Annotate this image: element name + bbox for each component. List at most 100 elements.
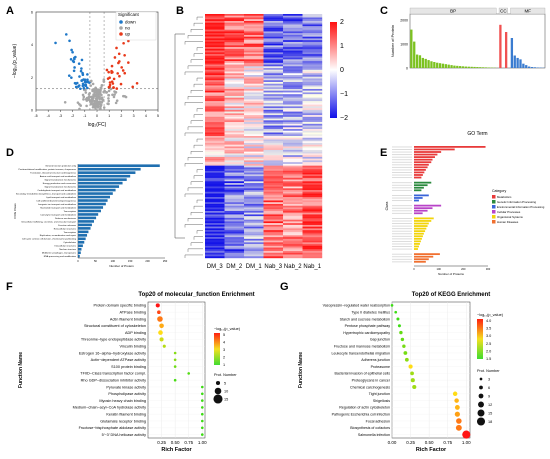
data-point: [107, 71, 110, 74]
heatmap-cell: [225, 153, 245, 155]
heatmap-cell: [264, 187, 284, 189]
heatmap-cell: [283, 28, 303, 30]
heatmap-cell: [264, 178, 284, 180]
x-tick-label: 1: [108, 114, 110, 118]
cog-bar: [78, 251, 81, 254]
heatmap-cell: [283, 58, 303, 60]
heatmap-cell: [225, 174, 245, 176]
heatmap-cell: [225, 54, 245, 56]
class-label-placeholder: [392, 246, 412, 247]
heatmap-cell: [225, 197, 245, 199]
cog-bar: [78, 255, 80, 258]
heatmap-cell: [205, 227, 225, 229]
legend-label: Cellular Processes: [497, 210, 521, 214]
heatmap-cell: [303, 63, 323, 65]
dendrogram-branch: [197, 200, 203, 203]
dendrogram-branch: [185, 41, 203, 44]
go-bar: [422, 58, 424, 68]
heatmap-cell: [225, 126, 245, 128]
x-tick-label: 300: [486, 267, 491, 271]
data-point: [82, 73, 85, 76]
category-label: Nuclear structure: [59, 248, 76, 251]
data-point: [81, 59, 84, 62]
class-label-placeholder: [392, 167, 412, 168]
x-tick-label: 150: [128, 259, 133, 263]
y-tick-label: 6: [31, 11, 33, 15]
heatmap-cell: [225, 148, 245, 150]
heatmap-cell: [205, 237, 225, 239]
heatmap-cell: [264, 82, 284, 84]
heatmap-cell: [205, 216, 225, 218]
heatmap-cell: [225, 105, 245, 107]
class-bar: [414, 151, 441, 153]
heatmap-cell: [225, 176, 245, 178]
heatmap-cell: [283, 185, 303, 187]
heatmap-cell: [205, 49, 225, 51]
data-point: [78, 103, 81, 106]
heatmap-cell: [283, 124, 303, 126]
heatmap-cell: [303, 199, 323, 201]
legend-marker: [119, 20, 123, 24]
class-bar: [414, 166, 428, 168]
heatmap-cell: [283, 113, 303, 115]
data-point: [90, 99, 93, 102]
heatmap-cell: [264, 44, 284, 46]
category-label: Pathogenic Escherichia coli infection: [332, 413, 390, 417]
heatmap-cell: [264, 77, 284, 79]
heatmap-cell: [205, 181, 225, 183]
heatmap-cell: [303, 143, 323, 145]
heatmap-cell: [244, 209, 264, 211]
heatmap-cell: [283, 173, 303, 175]
heatmap-cell: [283, 225, 303, 227]
heatmap-cell: [205, 139, 225, 141]
heatmap-cell: [205, 146, 225, 148]
y-axis-label: Function Name: [18, 352, 24, 388]
heatmap-cell: [244, 206, 264, 208]
data-bubble: [403, 351, 407, 355]
class-bar: [414, 177, 421, 179]
heatmap-cell: [205, 16, 225, 18]
heatmap-cell: [225, 180, 245, 182]
heatmap-cell: [244, 171, 264, 173]
heatmap-cell: [225, 249, 245, 251]
x-tick-label: 1.00: [198, 440, 207, 445]
heatmap-cell: [244, 47, 264, 49]
heatmap-cell: [205, 33, 225, 35]
x-tick-label: 0.00: [388, 440, 397, 445]
colorbar-tick: 2.0: [486, 349, 491, 353]
dendrogram-branch: [197, 17, 203, 20]
heatmap-cell: [264, 136, 284, 138]
heatmap-cell: [225, 188, 245, 190]
heatmap-cell: [264, 169, 284, 171]
heatmap-cell: [244, 253, 264, 255]
data-point: [111, 93, 114, 96]
heatmap-cell: [303, 52, 323, 54]
heatmap-cell: [264, 143, 284, 145]
data-bubble: [156, 303, 160, 307]
heatmap-cell: [225, 239, 245, 241]
heatmap-cell: [303, 65, 323, 67]
heatmap-cell: [225, 115, 245, 117]
dendrogram-branch: [188, 96, 203, 99]
cog-bar: [78, 213, 98, 216]
heatmap-cell: [205, 176, 225, 178]
heatmap-cell: [205, 120, 225, 122]
heatmap-cell: [264, 117, 284, 119]
heatmap-cell: [225, 136, 245, 138]
heatmap-cell: [303, 85, 323, 87]
data-point: [94, 88, 97, 91]
heatmap-cell: [244, 24, 264, 26]
heatmap-cell: [244, 202, 264, 204]
data-bubble: [174, 359, 177, 362]
heatmap-cell: [264, 19, 284, 21]
heatmap-cell: [205, 21, 225, 23]
heatmap-cell: [264, 98, 284, 100]
heatmap-cell: [205, 164, 225, 166]
dendrogram-branch: [194, 176, 203, 179]
heatmap-cell: [225, 183, 245, 185]
class-label-placeholder: [392, 175, 412, 176]
heatmap-cell: [225, 96, 245, 98]
data-point: [71, 51, 74, 54]
heatmap-cell: [303, 108, 323, 110]
heatmap-cell: [244, 138, 264, 140]
